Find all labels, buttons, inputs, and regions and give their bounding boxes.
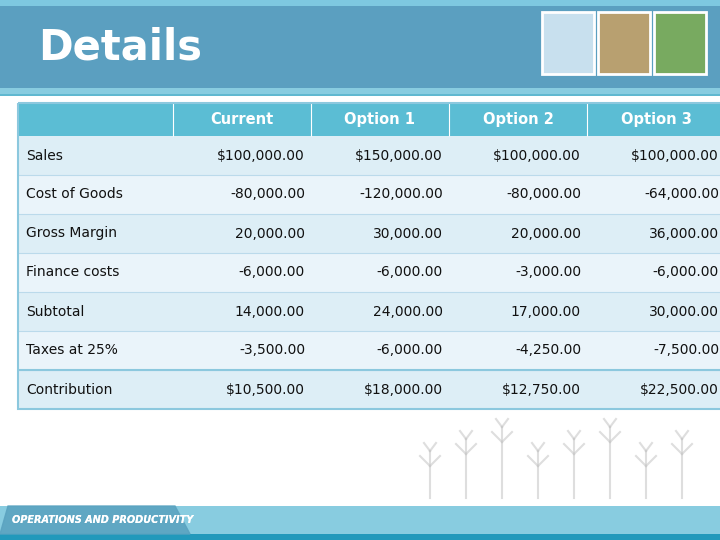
Text: 36,000.00: 36,000.00 [649, 226, 719, 240]
Text: Subtotal: Subtotal [26, 305, 84, 319]
Text: 20,000.00: 20,000.00 [511, 226, 581, 240]
Text: $12,750.00: $12,750.00 [502, 382, 581, 396]
Text: Sales: Sales [26, 148, 63, 163]
Bar [18, 175, 720, 214]
Text: -7,500.00: -7,500.00 [653, 343, 719, 357]
Bar [0, 94, 720, 96]
Bar [0, 0, 720, 6]
Text: -6,000.00: -6,000.00 [653, 266, 719, 280]
Text: Taxes at 25%: Taxes at 25% [26, 343, 118, 357]
Bar [18, 292, 720, 331]
Text: OPERATIONS AND PRODUCTIVITY: OPERATIONS AND PRODUCTIVITY [12, 515, 193, 525]
Text: OPERATIONS AND PRODUCTIVITY: OPERATIONS AND PRODUCTIVITY [12, 515, 193, 525]
Text: 24,000.00: 24,000.00 [373, 305, 443, 319]
Text: 30,000.00: 30,000.00 [649, 305, 719, 319]
Text: 14,000.00: 14,000.00 [235, 305, 305, 319]
Text: $22,500.00: $22,500.00 [640, 382, 719, 396]
Text: 17,000.00: 17,000.00 [511, 305, 581, 319]
Text: $18,000.00: $18,000.00 [364, 382, 443, 396]
Text: Option 2: Option 2 [482, 112, 554, 127]
Text: Current: Current [210, 112, 274, 127]
Text: Option 3: Option 3 [621, 112, 691, 127]
Bar [0, 88, 720, 96]
Bar [18, 253, 720, 292]
Text: Option 1: Option 1 [344, 112, 415, 127]
Text: Finance costs: Finance costs [26, 266, 120, 280]
Bar [654, 12, 706, 74]
Bar [0, 506, 720, 534]
Text: Cost of Goods: Cost of Goods [26, 187, 123, 201]
Text: -6,000.00: -6,000.00 [377, 266, 443, 280]
Bar [18, 136, 720, 175]
Bar [0, 6, 720, 88]
Text: $150,000.00: $150,000.00 [355, 148, 443, 163]
Text: -6,000.00: -6,000.00 [377, 343, 443, 357]
Text: $100,000.00: $100,000.00 [217, 148, 305, 163]
Text: -3,500.00: -3,500.00 [239, 343, 305, 357]
Text: Details: Details [38, 26, 202, 68]
Text: $10,500.00: $10,500.00 [226, 382, 305, 396]
Text: -80,000.00: -80,000.00 [230, 187, 305, 201]
Text: -64,000.00: -64,000.00 [644, 187, 719, 201]
Bar [0, 534, 720, 540]
Text: $100,000.00: $100,000.00 [493, 148, 581, 163]
Text: Contribution: Contribution [26, 382, 112, 396]
Text: -4,250.00: -4,250.00 [515, 343, 581, 357]
Bar [18, 331, 720, 370]
Bar [18, 214, 720, 253]
Bar [18, 370, 720, 409]
Polygon shape [0, 506, 190, 534]
Bar [18, 103, 720, 136]
Bar [542, 12, 594, 74]
Bar [598, 12, 650, 74]
Text: $100,000.00: $100,000.00 [631, 148, 719, 163]
Bar [18, 103, 720, 409]
Text: -3,000.00: -3,000.00 [515, 266, 581, 280]
Text: -6,000.00: -6,000.00 [239, 266, 305, 280]
Text: 20,000.00: 20,000.00 [235, 226, 305, 240]
Text: -120,000.00: -120,000.00 [359, 187, 443, 201]
Text: 30,000.00: 30,000.00 [373, 226, 443, 240]
Text: Gross Margin: Gross Margin [26, 226, 117, 240]
Text: -80,000.00: -80,000.00 [506, 187, 581, 201]
